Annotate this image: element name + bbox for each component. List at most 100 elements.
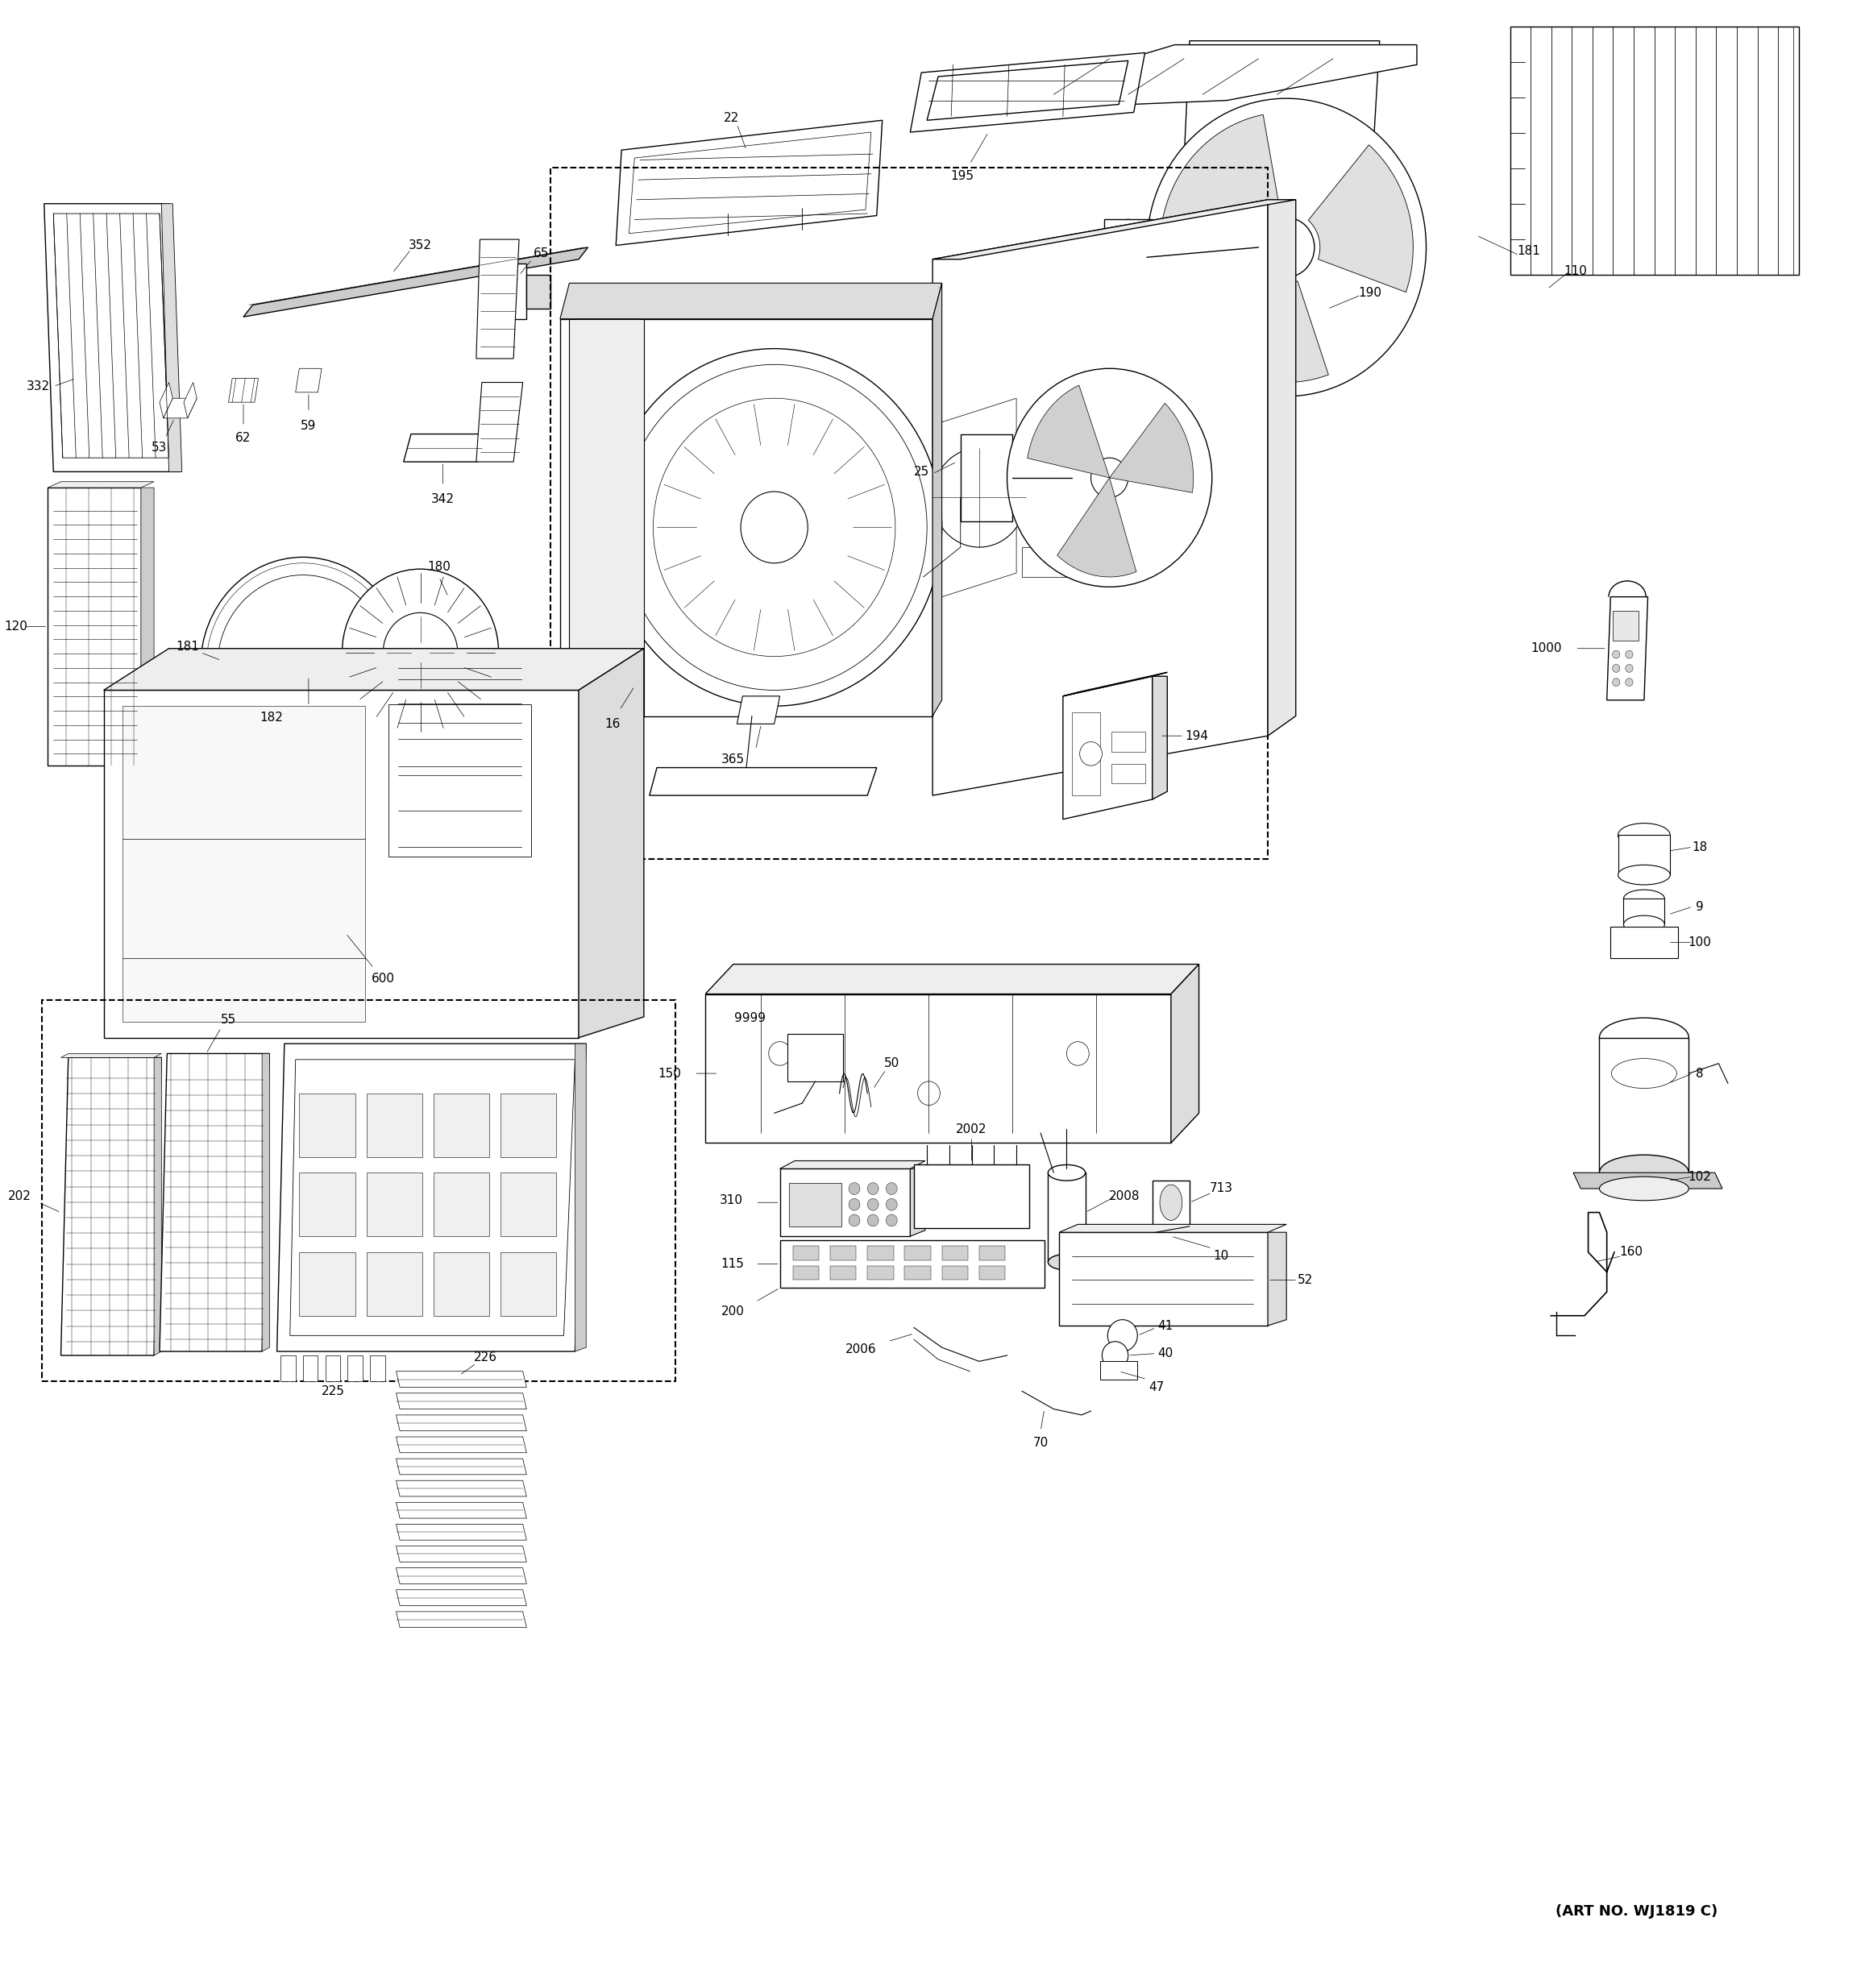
Text: 52: 52	[1298, 1274, 1313, 1286]
Circle shape	[1613, 664, 1621, 672]
Polygon shape	[395, 1394, 526, 1409]
Polygon shape	[155, 1058, 162, 1356]
Ellipse shape	[1048, 1254, 1085, 1270]
Ellipse shape	[1619, 823, 1671, 847]
Text: 115: 115	[722, 1258, 744, 1270]
Text: 18: 18	[1692, 841, 1708, 853]
Ellipse shape	[1624, 916, 1665, 934]
Circle shape	[1108, 1320, 1138, 1352]
Circle shape	[918, 1081, 940, 1105]
Bar	[1112, 763, 1145, 783]
Text: 200: 200	[722, 1306, 744, 1318]
Text: 342: 342	[431, 493, 455, 505]
Bar	[1104, 219, 1153, 294]
Text: (ART NO. WJ1819 C): (ART NO. WJ1819 C)	[1555, 1905, 1718, 1918]
Polygon shape	[298, 1093, 354, 1157]
Polygon shape	[1063, 676, 1153, 819]
Polygon shape	[910, 54, 1145, 131]
Bar	[942, 1266, 968, 1280]
Bar	[550, 167, 1268, 859]
Circle shape	[1626, 678, 1634, 686]
Polygon shape	[298, 1173, 354, 1237]
Circle shape	[1613, 678, 1621, 686]
Text: 53: 53	[151, 441, 168, 453]
Circle shape	[621, 364, 927, 690]
Polygon shape	[914, 1165, 1029, 1229]
Polygon shape	[1063, 672, 1167, 696]
Bar	[43, 1000, 675, 1382]
Circle shape	[1626, 650, 1634, 658]
Ellipse shape	[1048, 1165, 1085, 1181]
Polygon shape	[366, 1093, 421, 1157]
Circle shape	[1102, 1342, 1128, 1370]
Polygon shape	[1153, 676, 1167, 799]
Bar	[942, 1246, 968, 1260]
Polygon shape	[395, 1415, 526, 1431]
Ellipse shape	[1600, 1155, 1690, 1191]
Polygon shape	[366, 1252, 421, 1316]
Text: 59: 59	[300, 419, 317, 431]
Text: 365: 365	[722, 753, 744, 765]
Polygon shape	[569, 318, 643, 716]
Bar	[905, 1266, 931, 1280]
Polygon shape	[185, 382, 198, 417]
Polygon shape	[395, 1547, 526, 1563]
Text: 22: 22	[724, 111, 739, 125]
Text: 25: 25	[914, 465, 929, 477]
Text: 195: 195	[951, 169, 974, 183]
Text: 150: 150	[658, 1068, 681, 1079]
Text: 182: 182	[259, 712, 283, 724]
Circle shape	[1080, 742, 1102, 765]
Bar	[867, 1266, 893, 1280]
Polygon shape	[395, 1525, 526, 1541]
Polygon shape	[104, 690, 578, 1038]
Text: 226: 226	[474, 1352, 498, 1364]
Text: 160: 160	[1619, 1246, 1643, 1258]
Text: 180: 180	[427, 561, 451, 573]
Circle shape	[606, 348, 942, 706]
Polygon shape	[1309, 145, 1414, 292]
Bar	[979, 1266, 1005, 1280]
Polygon shape	[927, 62, 1128, 119]
Polygon shape	[395, 1590, 526, 1606]
Bar	[867, 1246, 893, 1260]
Polygon shape	[1574, 1173, 1721, 1189]
Polygon shape	[395, 1503, 526, 1519]
Ellipse shape	[966, 437, 1011, 517]
Polygon shape	[526, 274, 550, 308]
Polygon shape	[629, 131, 871, 233]
Polygon shape	[395, 1481, 526, 1497]
Text: 181: 181	[1516, 245, 1540, 256]
Polygon shape	[932, 199, 1268, 795]
Polygon shape	[1048, 1173, 1085, 1262]
Ellipse shape	[1600, 1177, 1690, 1201]
Polygon shape	[1059, 1225, 1287, 1233]
Polygon shape	[1511, 28, 1798, 274]
Polygon shape	[366, 1173, 421, 1237]
Text: 55: 55	[220, 1014, 237, 1026]
Ellipse shape	[1600, 1018, 1690, 1058]
Polygon shape	[932, 199, 1296, 258]
Circle shape	[886, 1199, 897, 1211]
Text: 202: 202	[7, 1191, 32, 1203]
Text: 41: 41	[1158, 1320, 1173, 1332]
Polygon shape	[325, 1356, 339, 1382]
Polygon shape	[48, 487, 142, 765]
Circle shape	[849, 1215, 860, 1227]
Bar	[388, 704, 532, 857]
Polygon shape	[780, 1169, 910, 1237]
Polygon shape	[1022, 46, 1417, 109]
Text: 120: 120	[4, 620, 28, 632]
Ellipse shape	[1160, 1185, 1182, 1221]
Polygon shape	[104, 648, 643, 690]
Polygon shape	[1608, 596, 1649, 700]
Bar	[1600, 1038, 1690, 1173]
Text: 102: 102	[1688, 1171, 1712, 1183]
Circle shape	[1613, 650, 1621, 658]
Polygon shape	[1059, 1233, 1268, 1326]
Text: 9: 9	[1695, 901, 1705, 912]
Polygon shape	[500, 1173, 556, 1237]
Text: 16: 16	[604, 718, 619, 730]
Text: 332: 332	[26, 380, 50, 392]
Circle shape	[218, 575, 388, 757]
